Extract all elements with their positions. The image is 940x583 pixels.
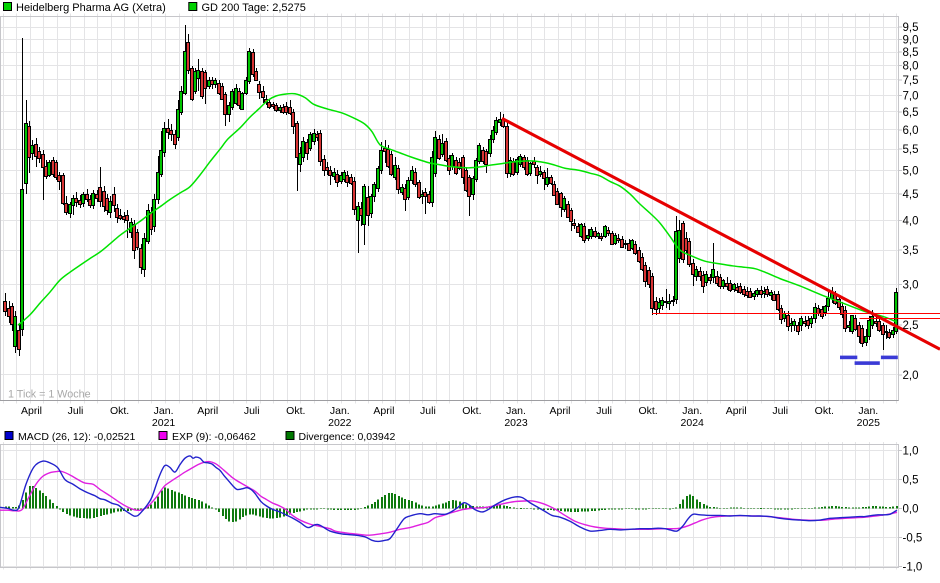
svg-text:3,0: 3,0	[903, 280, 919, 292]
svg-text:Juli: Juli	[772, 405, 788, 417]
svg-text:Juli: Juli	[68, 405, 84, 417]
svg-text:7,5: 7,5	[903, 75, 919, 87]
svg-text:4,0: 4,0	[903, 215, 919, 227]
svg-text:Divergence: 0,03942: Divergence: 0,03942	[299, 431, 396, 443]
svg-text:6,0: 6,0	[903, 125, 919, 137]
svg-text:2,5: 2,5	[903, 320, 919, 332]
svg-text:Okt.: Okt.	[462, 405, 481, 417]
svg-text:Okt.: Okt.	[815, 405, 834, 417]
svg-text:0,0: 0,0	[903, 504, 919, 516]
svg-text:Okt.: Okt.	[110, 405, 129, 417]
svg-text:Jan.: Jan.	[330, 405, 350, 417]
svg-text:Jan.: Jan.	[858, 405, 878, 417]
svg-text:2,0: 2,0	[903, 370, 919, 382]
svg-text:Jan.: Jan.	[682, 405, 702, 417]
svg-text:9,0: 9,0	[903, 34, 919, 46]
svg-text:Okt.: Okt.	[638, 405, 657, 417]
svg-text:2023: 2023	[504, 417, 528, 429]
svg-text:April: April	[549, 405, 570, 417]
svg-text:2022: 2022	[328, 417, 352, 429]
svg-text:9,5: 9,5	[903, 22, 919, 34]
svg-text:GD 200 Tage: 2,5275: GD 200 Tage: 2,5275	[202, 2, 306, 14]
svg-text:Jan.: Jan.	[506, 405, 526, 417]
svg-text:2025: 2025	[857, 417, 881, 429]
svg-text:3,5: 3,5	[903, 245, 919, 257]
svg-text:2024: 2024	[681, 417, 705, 429]
svg-text:Jan.: Jan.	[154, 405, 174, 417]
svg-text:-1,0: -1,0	[903, 561, 923, 573]
svg-text:MACD (26, 12): -0,02521: MACD (26, 12): -0,02521	[18, 431, 135, 443]
svg-text:April: April	[197, 405, 218, 417]
svg-text:6,5: 6,5	[903, 107, 919, 119]
svg-text:8,0: 8,0	[903, 61, 919, 73]
svg-text:April: April	[21, 405, 42, 417]
svg-text:EXP (9): -0,06462: EXP (9): -0,06462	[172, 431, 256, 443]
svg-text:Juli: Juli	[596, 405, 612, 417]
svg-text:1 Tick = 1 Woche: 1 Tick = 1 Woche	[8, 389, 91, 401]
svg-text:0,5: 0,5	[903, 475, 919, 487]
svg-text:April: April	[726, 405, 747, 417]
svg-text:4,5: 4,5	[903, 189, 919, 201]
svg-text:2021: 2021	[152, 417, 176, 429]
svg-text:Juli: Juli	[244, 405, 260, 417]
svg-text:7,0: 7,0	[903, 90, 919, 102]
svg-text:Juli: Juli	[420, 405, 436, 417]
svg-text:5,0: 5,0	[903, 166, 919, 178]
svg-text:5,5: 5,5	[903, 144, 919, 156]
svg-text:Okt.: Okt.	[286, 405, 305, 417]
svg-text:April: April	[373, 405, 394, 417]
svg-text:1,0: 1,0	[903, 446, 919, 458]
svg-text:8,5: 8,5	[903, 47, 919, 59]
svg-text:-0,5: -0,5	[903, 532, 923, 544]
svg-text:Heidelberg Pharma AG (Xetra): Heidelberg Pharma AG (Xetra)	[16, 2, 166, 14]
